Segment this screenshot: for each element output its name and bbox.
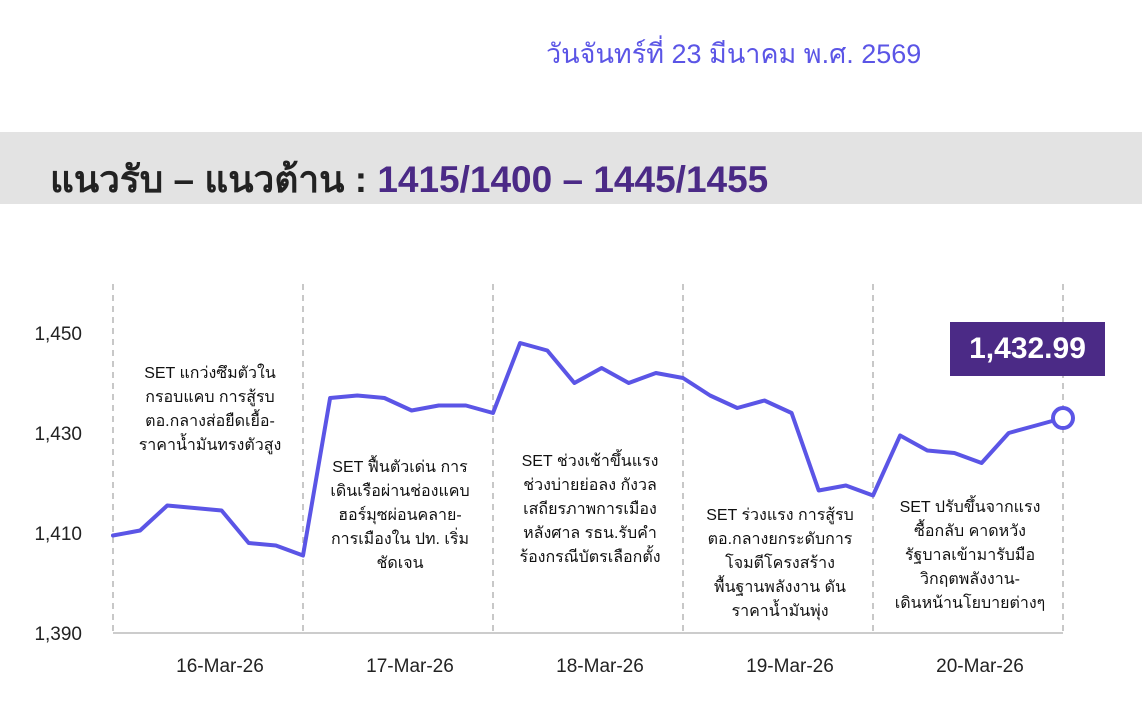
annotation-line: หลังศาล รธน.รับคำ <box>523 525 657 542</box>
annotation-line: ตอ.กลางส่อยืดเยื้อ- <box>145 409 275 430</box>
annotation-line: การเมืองใน ปท. เริ่ม <box>331 527 469 548</box>
annotation-text: SET แกว่งซึมตัวในกรอบแคบ การสู้รบตอ.กลาง… <box>139 363 282 455</box>
annotation-text: SET ปรับขึ้นจากแรงซื้อกลับ คาดหวังรัฐบาล… <box>895 495 1045 612</box>
annotation-line: ตอ.กลางยกระดับการ <box>708 531 853 548</box>
annotation-line: เสถียรภาพการเมือง <box>523 500 657 518</box>
x-axis-ticks: 16-Mar-26 17-Mar-26 18-Mar-26 19-Mar-26 20-M… <box>176 656 1024 677</box>
annotation-line: ช่วงบ่ายย่อลง กังวล <box>523 477 657 494</box>
annotation-line: ร้องกรณีบัตรเลือกตั้ง <box>519 545 660 566</box>
annotation-line: ชัดเจน <box>376 555 423 572</box>
y-tick-label: 1,430 <box>34 424 82 445</box>
annotation-line: ซื้อกลับ คาดหวัง <box>914 519 1026 540</box>
annotation-line: เดินเรือผ่านช่องแคบ <box>330 482 469 500</box>
x-tick-label: 18-Mar-26 <box>556 656 644 677</box>
x-tick-label: 17-Mar-26 <box>366 656 454 677</box>
annotation-line: SET ร่วงแรง การสู้รบ <box>706 506 854 525</box>
annotation-line: กรอบแคบ การสู้รบ <box>145 388 274 407</box>
x-tick-label: 19-Mar-26 <box>746 656 834 677</box>
y-tick-label: 1,390 <box>34 624 82 645</box>
annotation-text: SET ร่วงแรง การสู้รบตอ.กลางยกระดับการโจม… <box>706 506 854 621</box>
y-tick-label: 1,450 <box>34 324 82 345</box>
annotation-line: วิกฤตพลังงาน- <box>920 571 1020 588</box>
annotation-line: ฮอร์มุซผ่อนคลาย- <box>338 505 462 525</box>
report-date: วันจันทร์ที่ 23 มีนาคม พ.ศ. 2569 <box>546 39 922 69</box>
annotation-line: ราคาน้ำมันพุ่ง <box>731 599 828 621</box>
annotation-line: ราคาน้ำมันทรงตัวสูง <box>139 433 282 455</box>
annotation-text: SET ฟื้นตัวเด่น การเดินเรือผ่านช่องแคบฮอ… <box>330 455 469 572</box>
annotation-line: พื้นฐานพลังงาน ดัน <box>714 575 846 596</box>
x-tick-label: 16-Mar-26 <box>176 656 264 677</box>
support-resistance-title: แนวรับ – แนวต้าน : 1415/1400 – 1445/1455 <box>50 150 768 209</box>
y-tick-label: 1,410 <box>34 524 82 545</box>
annotation-text: SET ช่วงเช้าขึ้นแรงช่วงบ่ายย่อลง กังวลเส… <box>519 449 660 566</box>
last-value-badge: 1,432.99 <box>950 322 1105 376</box>
x-tick-label: 20-Mar-26 <box>936 656 1024 677</box>
y-axis-ticks: 1,390 1,410 1,430 1,450 <box>34 324 82 645</box>
daily-annotations: SET แกว่งซึมตัวในกรอบแคบ การสู้รบตอ.กลาง… <box>139 363 1046 621</box>
support-resistance-label: แนวรับ – แนวต้าน : <box>50 159 378 200</box>
annotation-line: โจมตีโครงสร้าง <box>725 553 835 572</box>
support-resistance-levels: 1415/1400 – 1445/1455 <box>377 159 769 200</box>
annotation-line: เดินหน้านโยบายต่างๆ <box>895 593 1045 612</box>
set-index-line <box>111 341 1065 558</box>
annotation-line: SET แกว่งซึมตัวใน <box>144 363 276 382</box>
title-banner <box>0 132 1142 204</box>
annotation-line: SET ช่วงเช้าขึ้นแรง <box>522 449 659 470</box>
last-value-marker <box>1051 406 1075 431</box>
annotation-line: SET ปรับขึ้นจากแรง <box>900 495 1041 516</box>
annotation-line: SET ฟื้นตัวเด่น การ <box>332 455 468 476</box>
annotation-line: รัฐบาลเข้ามารับมือ <box>905 546 1035 564</box>
